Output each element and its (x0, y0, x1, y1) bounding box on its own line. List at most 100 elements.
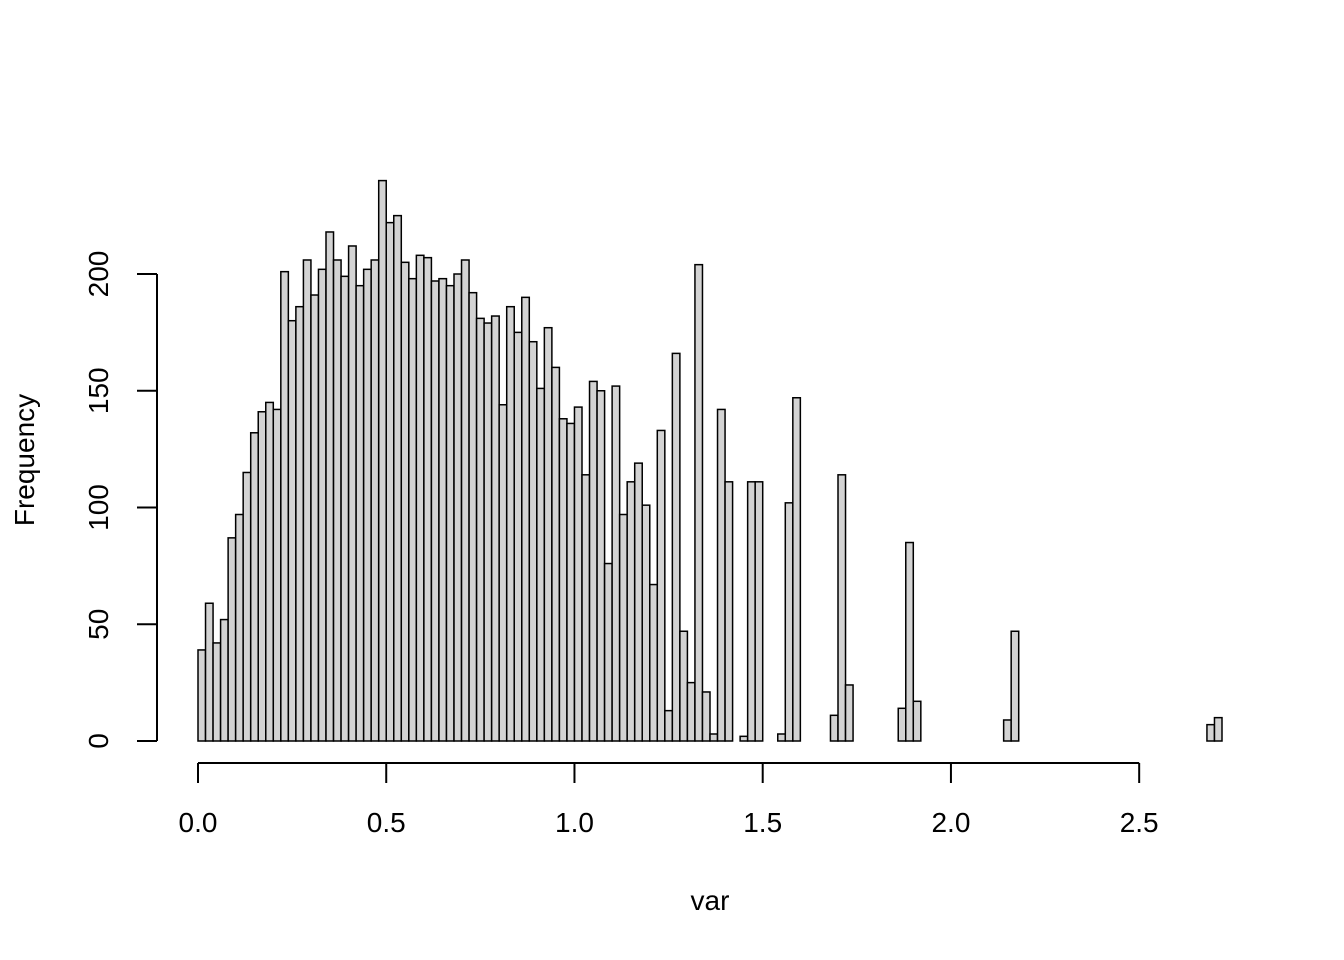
bar (588, 380, 598, 742)
y-tick-label: 50 (83, 609, 114, 640)
bar (197, 649, 207, 742)
bar (234, 513, 244, 742)
bar (362, 268, 372, 742)
bar (664, 709, 674, 742)
bar (460, 259, 470, 742)
bar (393, 214, 403, 742)
x-tick-label: 1.5 (743, 807, 782, 838)
bar (219, 618, 229, 742)
bar (701, 691, 711, 742)
bar (905, 541, 915, 742)
bar (355, 284, 365, 742)
bar (792, 397, 802, 742)
bar (242, 471, 252, 742)
bar (377, 179, 387, 742)
bar (483, 322, 493, 742)
bar (844, 684, 854, 742)
x-tick-label: 0.5 (367, 807, 406, 838)
y-tick-label: 200 (83, 251, 114, 298)
bar (498, 404, 508, 742)
bar (724, 481, 734, 742)
bar (370, 259, 380, 742)
bar (611, 385, 621, 742)
bar (566, 422, 576, 742)
bar (897, 707, 907, 742)
bar (445, 284, 455, 742)
bar (430, 280, 440, 742)
bar (603, 562, 613, 742)
bar (528, 340, 538, 742)
bar (626, 481, 636, 742)
bar (746, 481, 756, 742)
bar (325, 231, 335, 742)
bar (400, 261, 410, 742)
x-tick-label: 1.0 (555, 807, 594, 838)
bar (438, 277, 448, 742)
bar (249, 432, 259, 742)
y-axis-label: Frequency (9, 394, 40, 526)
bar (257, 411, 267, 742)
bar (475, 317, 485, 742)
bar (551, 366, 561, 742)
bar (408, 277, 418, 742)
bar (671, 352, 681, 742)
bar (212, 642, 222, 742)
bar (453, 273, 463, 742)
bar (686, 681, 696, 742)
bar (227, 537, 237, 742)
bar (633, 462, 643, 742)
bar (295, 305, 305, 742)
bar (265, 401, 275, 742)
bar (415, 254, 425, 742)
bar (302, 259, 312, 742)
bar (513, 331, 523, 742)
bar (310, 294, 320, 742)
bar (340, 275, 350, 742)
bar (385, 221, 395, 742)
bar (468, 291, 478, 742)
x-tick-label: 2.0 (931, 807, 970, 838)
x-tick-label: 2.5 (1120, 807, 1159, 838)
bar (558, 418, 568, 742)
bar (1206, 723, 1216, 742)
bar (829, 714, 839, 742)
bar (347, 245, 357, 742)
bar (505, 305, 515, 742)
bar (739, 735, 749, 742)
x-axis-label: var (691, 885, 730, 916)
y-tick-label: 100 (83, 484, 114, 531)
bar (317, 268, 327, 742)
bar (754, 481, 764, 742)
bar (649, 583, 659, 742)
bar (1213, 716, 1223, 742)
bar (694, 263, 704, 742)
bar (656, 429, 666, 742)
bar (1010, 630, 1020, 742)
bar (543, 326, 553, 742)
bar (618, 513, 628, 742)
bar (272, 408, 282, 742)
bar (709, 733, 719, 742)
bar (490, 315, 500, 742)
bar (679, 630, 689, 742)
bar (423, 256, 433, 742)
bar (581, 474, 591, 742)
bar (1002, 719, 1012, 742)
bar (716, 408, 726, 742)
bar (784, 502, 794, 742)
y-tick-label: 0 (83, 733, 114, 749)
bar (912, 700, 922, 742)
bar (837, 474, 847, 742)
bar (204, 602, 214, 742)
bar (596, 390, 606, 742)
bar (573, 406, 583, 742)
bar (521, 296, 531, 742)
bar (536, 387, 546, 742)
bar (287, 319, 297, 742)
bar (280, 270, 290, 742)
x-tick-label: 0.0 (179, 807, 218, 838)
bar (332, 259, 342, 742)
y-tick-label: 150 (83, 367, 114, 414)
bar (641, 504, 651, 742)
